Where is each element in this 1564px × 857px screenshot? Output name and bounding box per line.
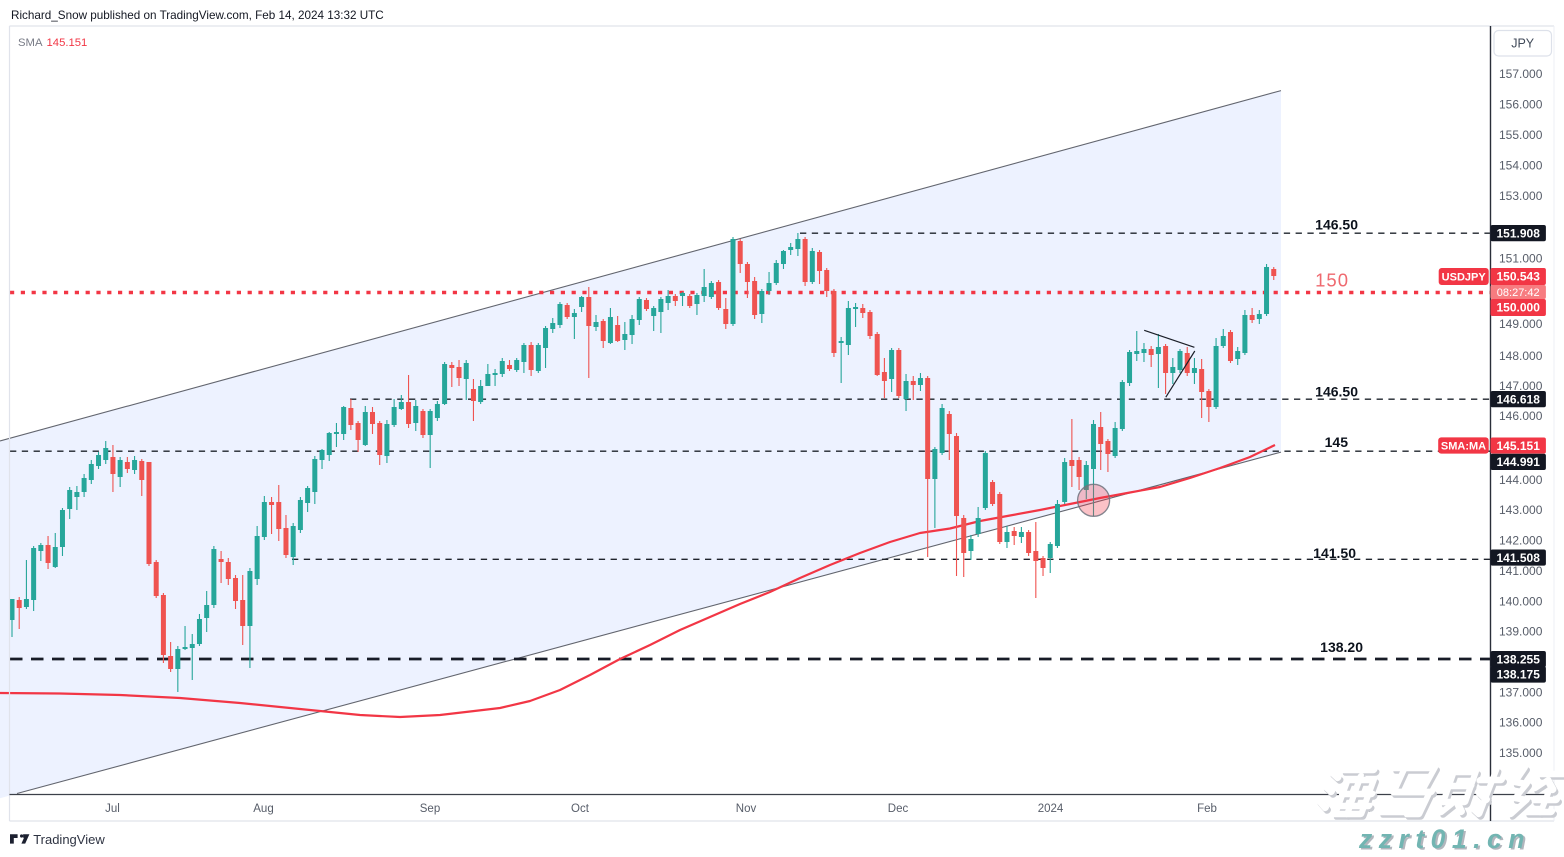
- svg-text:Jul: Jul: [105, 803, 120, 815]
- svg-text:zzrt01.cn: zzrt01.cn: [1358, 824, 1531, 854]
- svg-text:136.000: 136.000: [1499, 716, 1543, 730]
- svg-text:146.50: 146.50: [1315, 217, 1358, 233]
- svg-text:Dec: Dec: [888, 803, 909, 815]
- svg-text:147.000: 147.000: [1499, 379, 1543, 393]
- svg-text:144.000: 144.000: [1499, 473, 1543, 487]
- svg-text:TradingView: TradingView: [33, 832, 105, 847]
- svg-text:08:27:42: 08:27:42: [1497, 287, 1540, 299]
- svg-text:137.000: 137.000: [1499, 686, 1543, 700]
- svg-text:SMA: SMA: [18, 37, 43, 49]
- svg-text:155.000: 155.000: [1499, 128, 1543, 142]
- svg-text:151.908: 151.908: [1497, 226, 1541, 240]
- svg-text:139.000: 139.000: [1499, 625, 1543, 639]
- svg-text:SMA:MA: SMA:MA: [1441, 441, 1486, 453]
- svg-text:150.543: 150.543: [1497, 270, 1541, 284]
- svg-text:Aug: Aug: [253, 803, 273, 815]
- svg-text:143.000: 143.000: [1499, 503, 1543, 517]
- svg-text:141.50: 141.50: [1313, 545, 1356, 561]
- svg-text:154.000: 154.000: [1499, 159, 1543, 173]
- svg-text:142.000: 142.000: [1499, 534, 1543, 548]
- svg-text:157.000: 157.000: [1499, 67, 1543, 81]
- svg-text:156.000: 156.000: [1499, 98, 1543, 112]
- svg-text:138.175: 138.175: [1497, 668, 1541, 682]
- svg-text:USDJPY: USDJPY: [1442, 272, 1487, 284]
- svg-text:145: 145: [1325, 434, 1349, 450]
- svg-text:Nov: Nov: [736, 803, 757, 815]
- svg-text:149.000: 149.000: [1499, 317, 1543, 331]
- svg-text:Feb: Feb: [1197, 803, 1217, 815]
- svg-text:2024: 2024: [1038, 803, 1064, 815]
- svg-text:145.151: 145.151: [1497, 439, 1541, 453]
- svg-text:146.000: 146.000: [1499, 409, 1543, 423]
- svg-text:153.000: 153.000: [1499, 189, 1543, 203]
- svg-text:138.20: 138.20: [1320, 639, 1363, 655]
- svg-text:141.000: 141.000: [1499, 564, 1543, 578]
- svg-text:Oct: Oct: [571, 803, 590, 815]
- svg-text:JPY: JPY: [1511, 37, 1535, 51]
- svg-text:Sep: Sep: [420, 803, 440, 815]
- svg-text:146.618: 146.618: [1497, 392, 1541, 406]
- svg-text:141.508: 141.508: [1497, 551, 1541, 565]
- svg-text:145.151: 145.151: [47, 37, 88, 49]
- svg-text:148.000: 148.000: [1499, 349, 1543, 363]
- svg-text:135.000: 135.000: [1499, 746, 1543, 760]
- svg-text:zzrt01.cn: zzrt01.cn: [1360, 826, 1533, 856]
- svg-text:Richard_Snow published on Trad: Richard_Snow published on TradingView.co…: [11, 9, 384, 22]
- svg-text:140.000: 140.000: [1499, 595, 1543, 609]
- svg-text:144.991: 144.991: [1497, 455, 1541, 469]
- svg-text:150: 150: [1315, 270, 1349, 291]
- svg-text:146.50: 146.50: [1315, 384, 1358, 400]
- svg-text:151.000: 151.000: [1499, 252, 1543, 266]
- svg-text:138.255: 138.255: [1497, 652, 1541, 666]
- svg-text:150.000: 150.000: [1497, 301, 1541, 315]
